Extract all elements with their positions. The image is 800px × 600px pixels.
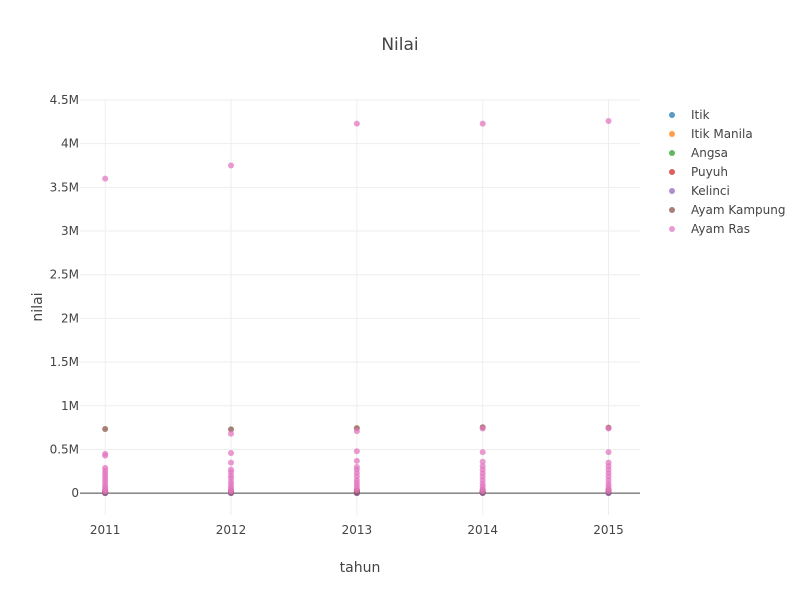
data-point[interactable]	[228, 459, 235, 466]
y-tick-label: 2.5M	[50, 268, 79, 282]
data-point[interactable]	[479, 487, 486, 494]
legend-marker	[669, 150, 675, 156]
data-point[interactable]	[228, 162, 235, 169]
legend[interactable]: Itik Itik Manila Angsa Puyuh Kelinci Ayam Kam…	[669, 108, 786, 236]
legend-item[interactable]: Angsa	[669, 146, 728, 160]
y-tick-label: 3M	[61, 224, 79, 238]
y-axis-title: nilai	[30, 292, 46, 321]
data-point[interactable]	[353, 120, 360, 127]
x-tick-label: 2014	[467, 523, 498, 537]
y-tick-label: 1M	[61, 399, 79, 413]
legend-label: Angsa	[691, 146, 728, 160]
x-axis-title: tahun	[340, 560, 381, 576]
chart-title: Nilai	[381, 35, 418, 55]
data-point[interactable]	[479, 120, 486, 127]
y-tick-label: 0.5M	[50, 442, 79, 456]
data-point[interactable]	[605, 449, 612, 456]
data-point[interactable]	[228, 488, 235, 495]
y-tick-label: 4M	[61, 137, 79, 151]
series-ayam-ras[interactable]	[102, 117, 612, 495]
data-point[interactable]	[479, 458, 486, 465]
y-tick-label: 0	[71, 486, 79, 500]
x-tick-label: 2012	[216, 523, 247, 537]
data-point[interactable]	[353, 448, 360, 455]
legend-marker	[669, 207, 675, 213]
data-point[interactable]	[605, 487, 612, 494]
legend-marker	[669, 131, 675, 137]
legend-marker	[669, 112, 675, 118]
y-tick-label: 2M	[61, 311, 79, 325]
data-point[interactable]	[228, 430, 235, 437]
data-point[interactable]	[479, 425, 486, 432]
y-tick-label: 3.5M	[50, 180, 79, 194]
data-point[interactable]	[353, 457, 360, 464]
legend-label: Itik Manila	[691, 127, 753, 141]
x-axis: 2011 2012 2013 2014 2015	[90, 523, 624, 537]
legend-label: Ayam Kampung	[691, 203, 786, 217]
plot-area[interactable]	[102, 117, 612, 497]
legend-item[interactable]: Ayam Kampung	[669, 203, 786, 217]
legend-label: Ayam Ras	[691, 222, 750, 236]
legend-label: Kelinci	[691, 184, 730, 198]
data-point[interactable]	[102, 452, 109, 459]
y-axis: 0 0.5M 1M 1.5M 2M 2.5M 3M 3.5M 4M 4.5M	[50, 93, 79, 500]
data-point[interactable]	[353, 428, 360, 435]
legend-item[interactable]: Puyuh	[669, 165, 728, 179]
data-point[interactable]	[605, 117, 612, 124]
legend-item[interactable]: Kelinci	[669, 184, 730, 198]
data-point[interactable]	[102, 488, 109, 495]
y-tick-label: 4.5M	[50, 93, 79, 107]
legend-label: Itik	[691, 108, 710, 122]
data-point[interactable]	[353, 487, 360, 494]
data-point[interactable]	[228, 426, 235, 433]
data-point[interactable]	[605, 425, 612, 432]
x-tick-label: 2011	[90, 523, 121, 537]
data-point[interactable]	[102, 425, 109, 432]
grid	[80, 99, 640, 515]
legend-item[interactable]: Ayam Ras	[669, 222, 750, 236]
legend-label: Puyuh	[691, 165, 728, 179]
data-point[interactable]	[479, 449, 486, 456]
legend-marker	[669, 188, 675, 194]
data-point[interactable]	[102, 175, 109, 182]
legend-item[interactable]: Itik	[669, 108, 710, 122]
y-tick-label: 1.5M	[50, 355, 79, 369]
legend-marker	[669, 226, 675, 232]
x-tick-label: 2013	[342, 523, 373, 537]
legend-item[interactable]: Itik Manila	[669, 127, 753, 141]
data-point[interactable]	[228, 449, 235, 456]
x-tick-label: 2015	[593, 523, 624, 537]
legend-marker	[669, 169, 675, 175]
